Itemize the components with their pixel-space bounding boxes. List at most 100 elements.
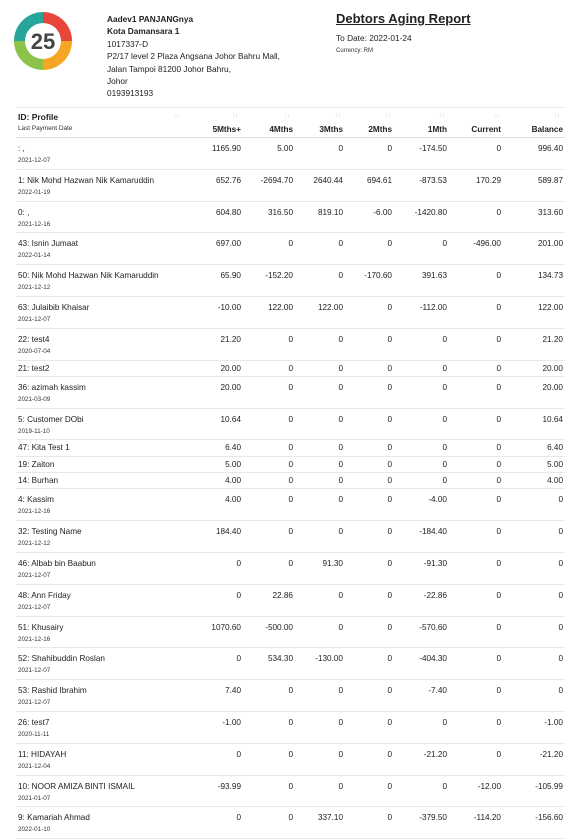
- amount-2mths: 0: [387, 590, 392, 600]
- table-row[interactable]: 1: Nik Mohd Hazwan Nik Kamaruddin 2022-01…: [16, 170, 565, 202]
- table-row[interactable]: 0: , 2021-12-16 604.80 316.50 819.10 -6.00 -14…: [16, 202, 565, 234]
- amount-2mths: 0: [387, 813, 392, 823]
- amount-balance: 5.00: [547, 459, 563, 469]
- sort-icon[interactable]: ↑↓: [439, 113, 445, 119]
- amount-2mths: 0: [387, 686, 392, 696]
- sort-icon[interactable]: ↑↓: [554, 113, 560, 119]
- last-payment-date: 2021-12-07: [18, 315, 51, 323]
- amount-current: 0: [496, 717, 501, 727]
- amount-5mths-plus: 6.40: [225, 443, 241, 453]
- table-row[interactable]: 43: Isnin Jumaat 2022-01-14 697.00 0 0 0 0 -496…: [16, 233, 565, 266]
- table-row[interactable]: 53: Rashid Ibrahim 2021-12-07 7.40 0 0 0 -7.40…: [16, 680, 565, 712]
- amount-4mths: 0: [288, 239, 293, 249]
- amount-balance: 20.00: [542, 382, 564, 392]
- amount-5mths-plus: 20.00: [220, 363, 242, 373]
- amount-5mths-plus: -93.99: [217, 781, 241, 791]
- debtor-name: 22: test4: [18, 334, 50, 344]
- header-5mths-plus[interactable]: 5Mths+: [212, 125, 241, 134]
- amount-1mth: -184.40: [419, 527, 447, 537]
- sort-icon[interactable]: ↑↓: [173, 113, 179, 119]
- amount-1mth: 0: [442, 382, 447, 392]
- debtor-name: 4: Kassim: [18, 495, 54, 505]
- amount-3mths: 337.10: [317, 813, 343, 823]
- debtor-name: 21: test2: [18, 363, 50, 373]
- amount-current: 0: [496, 144, 501, 153]
- table-row[interactable]: 52: Shahibuddin Roslan 2021-12-07 0 534.30 -…: [16, 648, 565, 681]
- header-3mths[interactable]: 3Mths: [319, 125, 343, 134]
- amount-3mths: 122.00: [317, 302, 343, 312]
- amount-2mths: 0: [387, 144, 392, 153]
- amount-current: 0: [496, 363, 501, 373]
- amount-5mths-plus: 21.20: [220, 334, 242, 344]
- amount-5mths-plus: 652.76: [215, 175, 241, 185]
- amount-2mths: 0: [387, 781, 392, 791]
- amount-balance: 6.40: [547, 443, 563, 453]
- table-row[interactable]: 10: NOOR AMIZA BINTI ISMAIL 2021-01-07 -93…: [16, 776, 565, 808]
- amount-balance: 0: [558, 686, 563, 696]
- amount-2mths: 0: [387, 459, 392, 469]
- amount-4mths: 0: [288, 443, 293, 453]
- amount-current: 0: [496, 443, 501, 453]
- amount-4mths: 0: [288, 414, 293, 424]
- last-payment-date: 2021-03-09: [18, 395, 51, 403]
- amount-3mths: 0: [338, 414, 343, 424]
- table-row[interactable]: 48: Ann Friday 2021-12-07 0 22.86 0 0 -22.86 0 0: [16, 585, 565, 617]
- table-row[interactable]: 32: Testing Name 2021-12-12 184.40 0 0 0 -184.…: [16, 521, 565, 553]
- sort-icon[interactable]: ↑↓: [284, 113, 290, 119]
- amount-4mths: 0: [288, 459, 293, 469]
- amount-balance: 313.60: [537, 207, 563, 217]
- last-payment-date: 2021-12-07: [18, 699, 51, 707]
- amount-balance: 996.40: [537, 144, 563, 153]
- debtor-name: 52: Shahibuddin Roslan: [18, 654, 105, 664]
- amount-current: 0: [496, 590, 501, 600]
- debtor-name: 46: Albab bin Baabun: [18, 558, 96, 568]
- table-row[interactable]: 21: test2 20.00 0 0 0 0 0 20.00: [16, 361, 565, 377]
- amount-balance: -156.60: [535, 813, 563, 823]
- sort-icon[interactable]: ↑↓: [385, 113, 391, 119]
- amount-4mths: -500.00: [265, 622, 293, 632]
- sort-icon[interactable]: ↑↓: [335, 113, 341, 119]
- sort-icon[interactable]: ↑↓: [493, 113, 499, 119]
- header-1mth[interactable]: 1Mth: [427, 125, 447, 134]
- debtor-name: : ,: [18, 144, 25, 153]
- table-row[interactable]: 51: Khusairy 2021-12-16 1070.60 -500.00 0 0 -5…: [16, 617, 565, 649]
- table-row[interactable]: 63: Julaibib Khaisar 2021-12-07 -10.00 122.…: [16, 297, 565, 329]
- header-current[interactable]: Current: [471, 125, 501, 134]
- amount-3mths: 0: [338, 144, 343, 153]
- table-row[interactable]: 46: Albab bin Baabun 2021-12-07 0 0 91.30 0 -9…: [16, 553, 565, 585]
- table-row[interactable]: 14: Burhan 4.00 0 0 0 0 0 4.00: [16, 473, 565, 490]
- amount-2mths: 0: [387, 239, 392, 249]
- amount-4mths: 0: [288, 527, 293, 537]
- amount-2mths: 0: [387, 476, 392, 486]
- header-profile[interactable]: ID: Profile: [18, 112, 59, 122]
- last-payment-date: 2021-12-16: [18, 220, 51, 228]
- table-row[interactable]: : , 2021-12-07 1165.90 5.00 0 0 -174.50 0 996.40: [16, 138, 565, 170]
- header-2mths[interactable]: 2Mths: [368, 125, 392, 134]
- table-row[interactable]: 11: HIDAYAH 2021-12-04 0 0 0 0 -21.20 0 -21.20: [16, 744, 565, 776]
- table-row[interactable]: 22: test4 2020-07-04 21.20 0 0 0 0 0 21.20: [16, 329, 565, 361]
- header-balance[interactable]: Balance: [531, 125, 563, 134]
- table-row[interactable]: 4: Kassim 2021-12-16 4.00 0 0 0 -4.00 0 0: [16, 489, 565, 522]
- amount-balance: -1.00: [544, 717, 563, 727]
- amount-4mths: -2694.70: [260, 175, 293, 185]
- table-row[interactable]: 47: Kita Test 1 6.40 0 0 0 0 0 6.40: [16, 440, 565, 457]
- header-4mths[interactable]: 4Mths: [269, 125, 293, 134]
- amount-5mths-plus: 0: [236, 749, 241, 759]
- table-row[interactable]: 50: Nik Mohd Hazwan Nik Kamaruddin 2021-1…: [16, 265, 565, 297]
- table-row[interactable]: 9: Kamariah Ahmad 2022-01-10 0 0 337.10 0 -379…: [16, 807, 565, 840]
- amount-current: 0: [496, 302, 501, 312]
- amount-current: -12.00: [477, 781, 501, 791]
- table-row[interactable]: 26: test7 2020-11-11 -1.00 0 0 0 0 0 -1.00: [16, 712, 565, 744]
- last-payment-date: 2021-12-16: [18, 508, 51, 516]
- amount-5mths-plus: 20.00: [220, 382, 242, 392]
- table-row[interactable]: 36: azimah kassim 2021-03-09 20.00 0 0 0 0 0 20.…: [16, 377, 565, 409]
- amount-5mths-plus: 604.80: [215, 207, 241, 217]
- amount-current: 0: [496, 476, 501, 486]
- table-row[interactable]: 5: Customer DObi 2019-11-10 10.64 0 0 0 0 0 10.6…: [16, 409, 565, 441]
- table-row[interactable]: 19: Zaiton 5.00 0 0 0 0 0 5.00: [16, 457, 565, 474]
- amount-3mths: -130.00: [315, 654, 343, 664]
- debtor-name: 26: test7: [18, 717, 50, 727]
- debtor-name: 9: Kamariah Ahmad: [18, 813, 90, 823]
- amount-2mths: 0: [387, 558, 392, 568]
- sort-icon[interactable]: ↑↓: [232, 113, 238, 119]
